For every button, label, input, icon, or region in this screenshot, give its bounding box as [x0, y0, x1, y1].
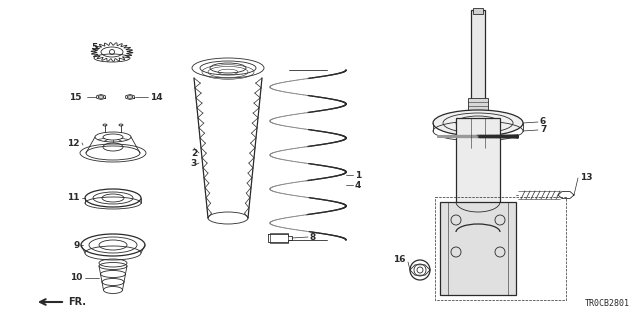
Text: 4: 4	[355, 180, 362, 189]
Text: FR.: FR.	[68, 297, 86, 307]
Text: 5: 5	[91, 44, 97, 52]
Text: 2: 2	[191, 148, 197, 157]
Text: 7: 7	[540, 125, 547, 134]
Text: 1: 1	[355, 171, 361, 180]
Text: 11: 11	[67, 194, 80, 203]
Text: 9: 9	[74, 241, 80, 250]
Ellipse shape	[433, 110, 523, 136]
Text: 10: 10	[70, 274, 82, 283]
Text: TR0CB2801: TR0CB2801	[585, 299, 630, 308]
Text: 12: 12	[67, 139, 80, 148]
Text: 6: 6	[540, 117, 547, 126]
FancyBboxPatch shape	[456, 118, 500, 232]
Text: 14: 14	[150, 92, 163, 101]
FancyBboxPatch shape	[473, 8, 483, 14]
Text: 8: 8	[310, 233, 316, 242]
Text: 3: 3	[191, 158, 197, 167]
FancyBboxPatch shape	[471, 10, 485, 118]
Text: 15: 15	[70, 92, 82, 101]
Text: 13: 13	[580, 173, 593, 182]
FancyBboxPatch shape	[468, 98, 488, 112]
Text: 16: 16	[394, 255, 406, 265]
FancyBboxPatch shape	[440, 202, 516, 295]
